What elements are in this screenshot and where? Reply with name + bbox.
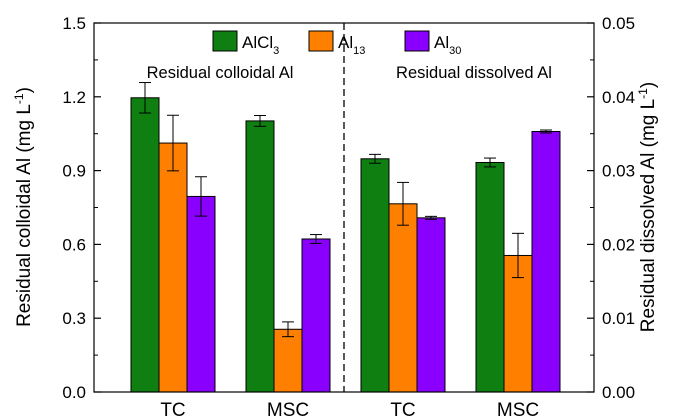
right-tick-label: 0.01	[602, 309, 635, 328]
bar	[360, 158, 390, 393]
x-tick-label: MSC	[497, 400, 539, 420]
error-bars-layer	[139, 82, 552, 338]
bar	[130, 97, 160, 393]
legend-swatch	[404, 30, 430, 52]
bar	[475, 161, 505, 393]
axes-layer	[93, 22, 595, 393]
legend-swatch	[212, 30, 238, 52]
annotation-colloidal: Residual colloidal Al	[147, 64, 294, 82]
left-tick-label: 0.0	[62, 383, 86, 402]
right-tick-label: 0.00	[602, 383, 635, 402]
legend-swatch	[308, 30, 334, 52]
x-tick-label: TC	[160, 400, 185, 420]
right-tick-label: 0.04	[602, 88, 635, 107]
right-tick-label: 0.02	[602, 235, 635, 254]
legend-label: AlCl3	[242, 33, 279, 57]
left-axis-label: Residual colloidal Al (mg L-1)	[12, 87, 35, 327]
legend-label: Al13	[338, 33, 365, 57]
right-axis-label: Residual dissolved Al (mg L-1)	[636, 82, 659, 332]
left-tick-label: 0.9	[62, 162, 86, 181]
annotation-dissolved: Residual dissolved Al	[396, 64, 552, 82]
left-tick-label: 1.2	[62, 88, 86, 107]
right-tick-label: 0.03	[602, 162, 635, 181]
bar	[245, 120, 275, 393]
left-tick-label: 1.5	[62, 14, 86, 33]
left-tick-label: 0.6	[62, 235, 86, 254]
bar	[503, 254, 533, 393]
text-layer: 0.0 0.3 0.6 0.9 1.2 1.5 0.00 0.01 0.02 0.03 0.04 0.…	[12, 14, 659, 420]
bars-layer	[130, 97, 561, 393]
bar	[301, 238, 331, 393]
left-tick-label: 0.3	[62, 309, 86, 328]
bar	[531, 130, 561, 393]
bar	[416, 217, 446, 393]
x-tick-label: TC	[390, 400, 415, 420]
bar	[388, 203, 418, 393]
bar	[186, 195, 216, 393]
bar	[273, 328, 303, 393]
right-tick-label: 0.05	[602, 14, 635, 33]
legend-label: Al30	[434, 33, 461, 57]
x-tick-label: MSC	[267, 400, 309, 420]
bar	[158, 142, 188, 393]
